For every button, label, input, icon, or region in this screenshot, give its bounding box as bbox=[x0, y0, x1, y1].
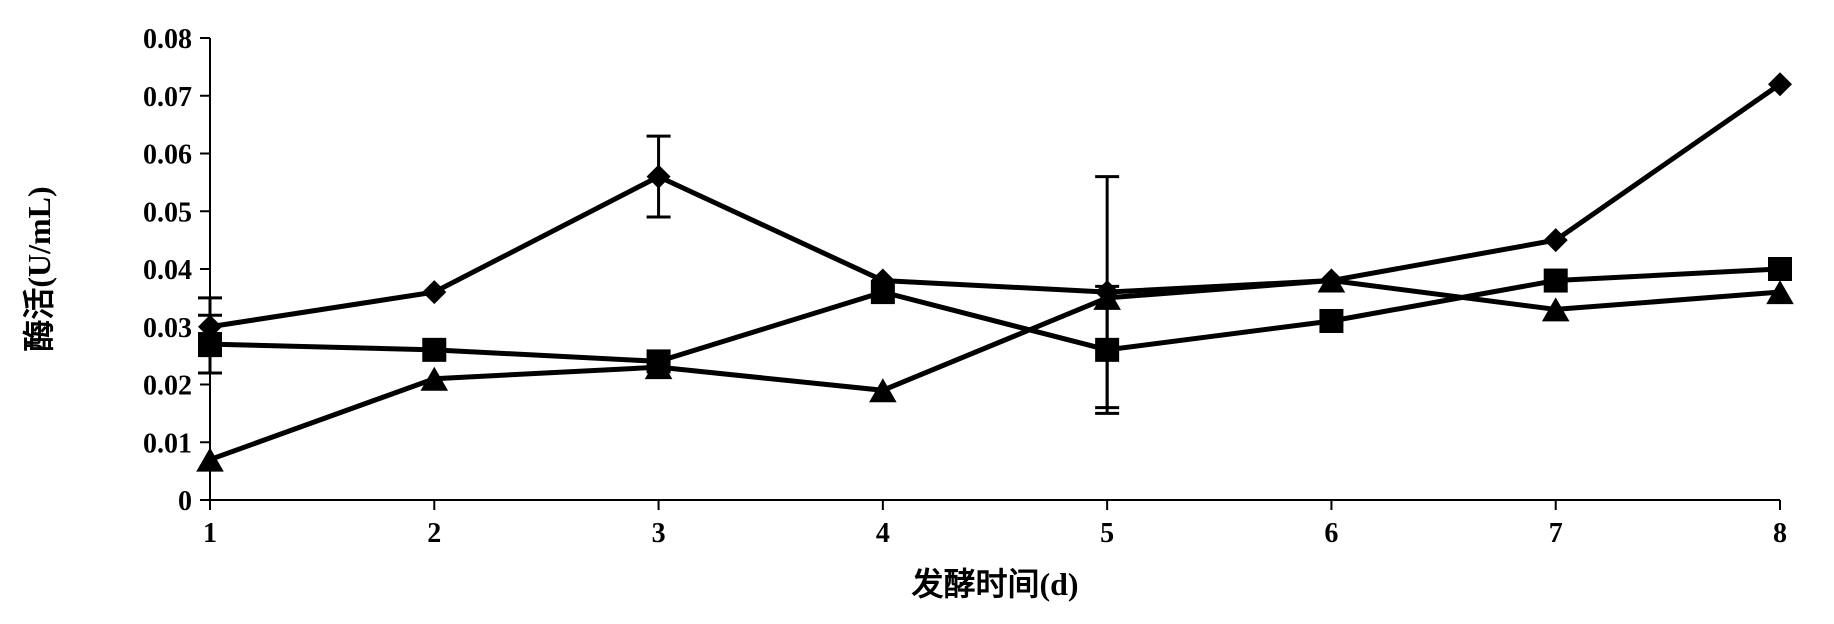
x-tick-label: 7 bbox=[1549, 518, 1563, 549]
y-tick-label: 0.01 bbox=[143, 428, 192, 459]
diamond-marker bbox=[422, 280, 446, 304]
x-tick-label: 1 bbox=[203, 518, 217, 549]
y-tick-label: 0.04 bbox=[143, 255, 192, 286]
square-marker bbox=[1768, 257, 1792, 281]
y-tick-label: 0.05 bbox=[143, 197, 192, 228]
y-tick-label: 0.02 bbox=[143, 371, 192, 402]
square-marker bbox=[422, 338, 446, 362]
diamond-marker bbox=[647, 165, 671, 189]
x-tick-label: 4 bbox=[876, 518, 890, 549]
x-axis-title: 发酵时间(d) bbox=[911, 566, 1078, 602]
square-marker bbox=[198, 332, 222, 356]
x-tick-label: 6 bbox=[1324, 518, 1338, 549]
y-tick-label: 0.03 bbox=[143, 313, 192, 344]
square-marker bbox=[1544, 269, 1568, 293]
x-tick-label: 5 bbox=[1100, 518, 1114, 549]
x-tick-label: 3 bbox=[652, 518, 666, 549]
y-tick-label: 0.06 bbox=[143, 140, 192, 171]
y-tick-label: 0.08 bbox=[143, 24, 192, 55]
chart-container: 0 0.01 0.02 0.03 0.04 0.05 0.06 0.07 0.08 1 2 3 4 5 6 7… bbox=[0, 0, 1834, 624]
triangle-marker bbox=[196, 448, 224, 472]
y-tick-label: 0 bbox=[178, 486, 192, 517]
square-marker bbox=[871, 280, 895, 304]
square-marker bbox=[1319, 309, 1343, 333]
x-tick-label: 2 bbox=[427, 518, 441, 549]
square-marker bbox=[1095, 338, 1119, 362]
y-tick-label: 0.07 bbox=[143, 82, 192, 113]
line-chart: 0 0.01 0.02 0.03 0.04 0.05 0.06 0.07 0.08 1 2 3 4 5 6 7… bbox=[0, 0, 1834, 624]
x-tick-label: 8 bbox=[1773, 518, 1787, 549]
series-line-triangle bbox=[210, 281, 1780, 460]
y-axis-title: 酶活(U/mL) bbox=[21, 186, 57, 351]
